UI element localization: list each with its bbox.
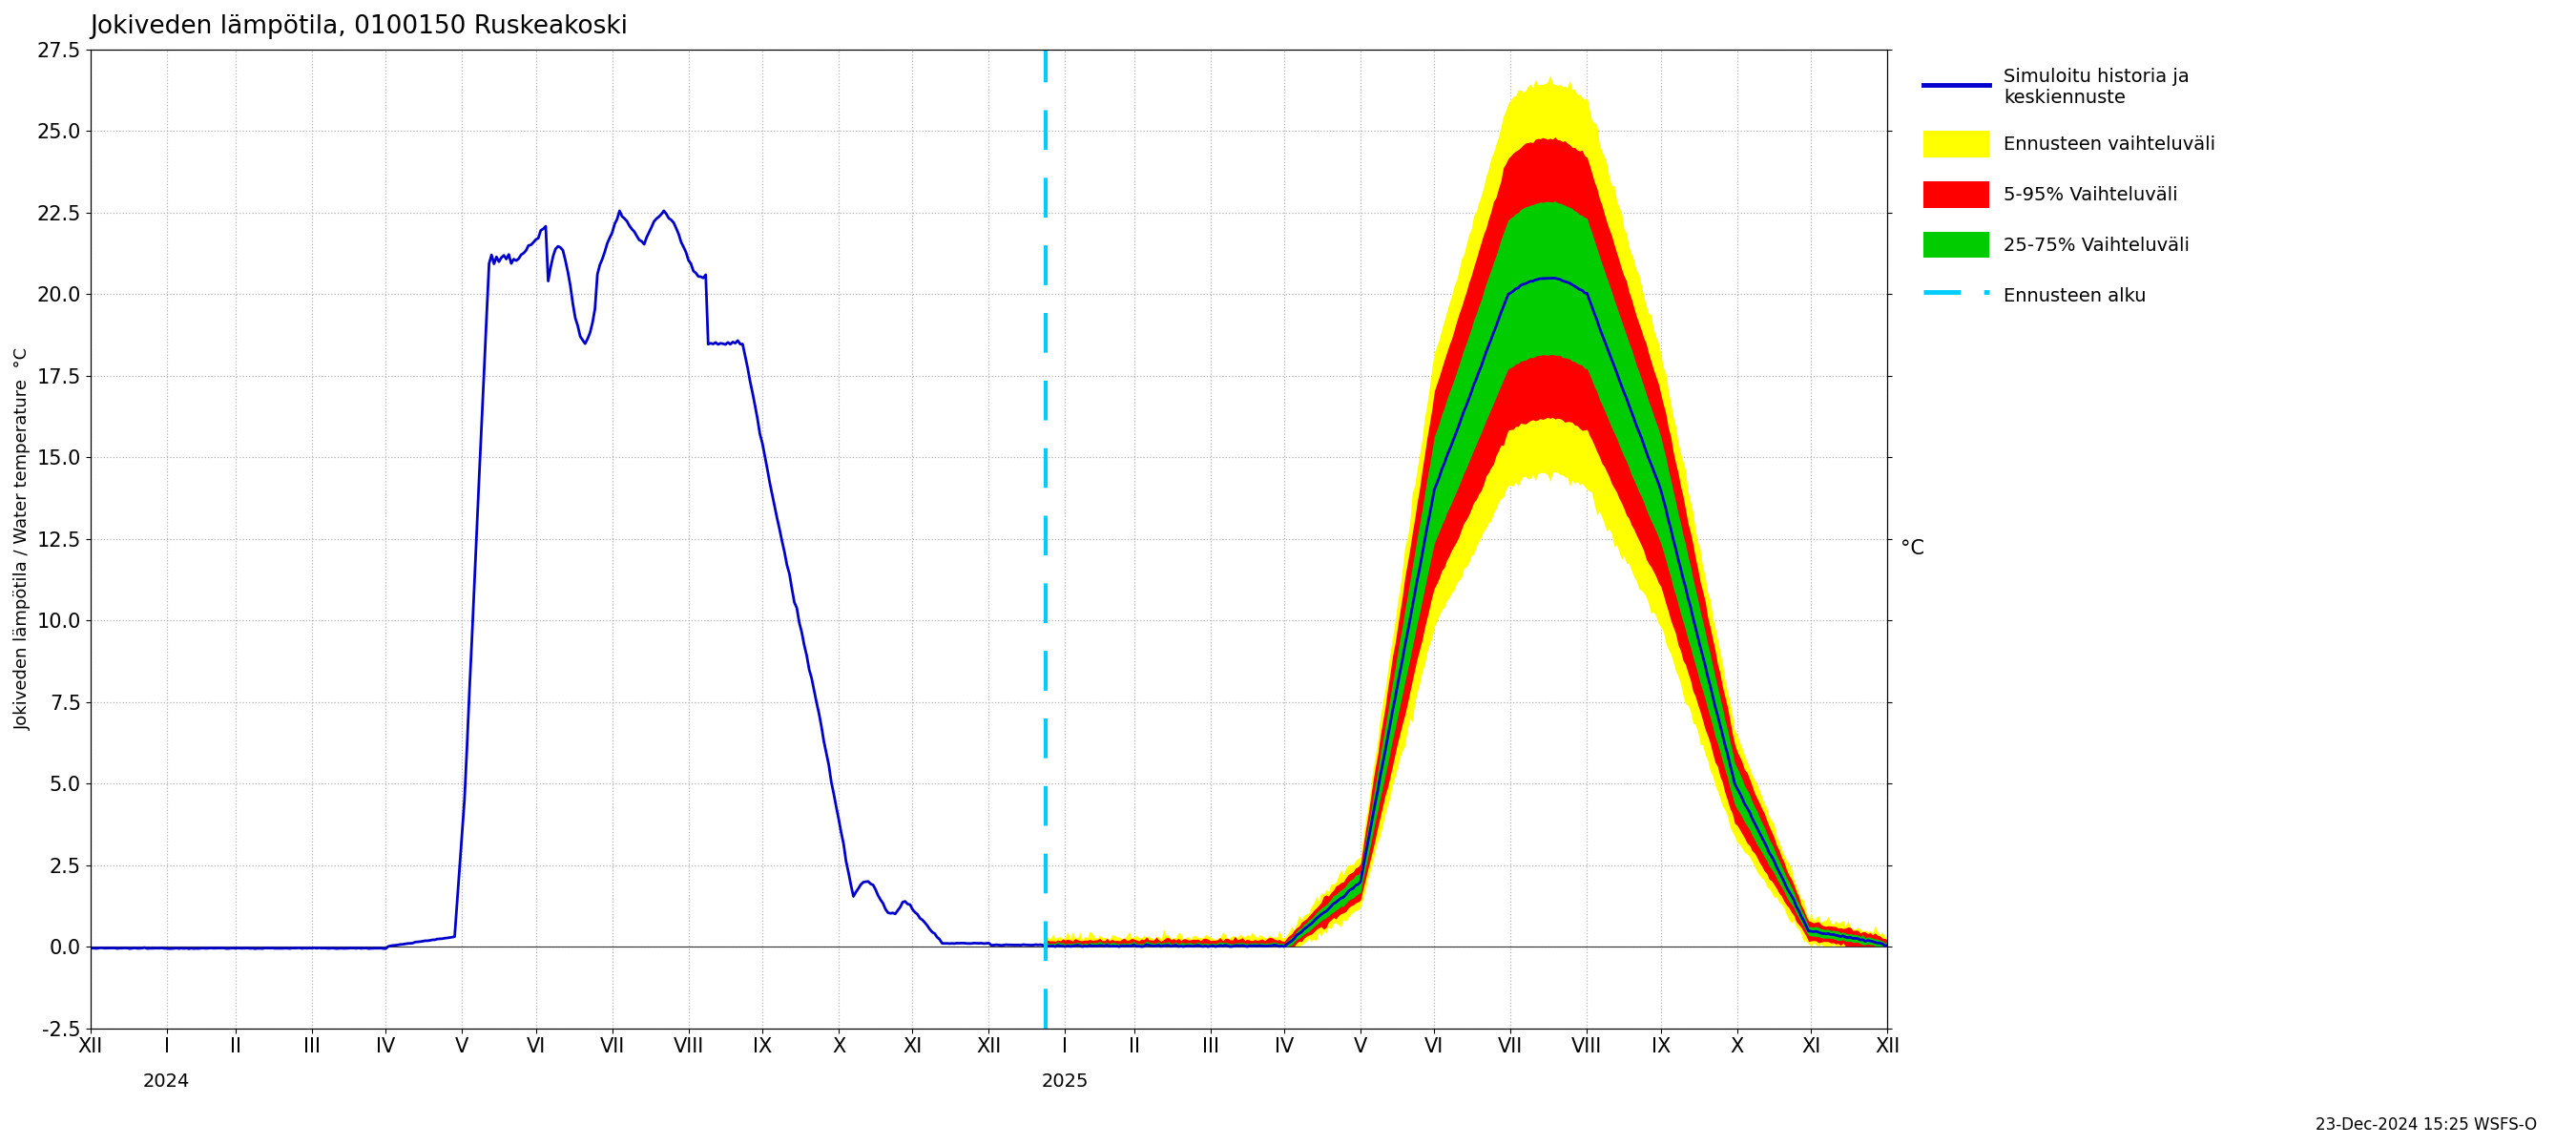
Y-axis label: Jokiveden lämpötila / Water temperature  °C: Jokiveden lämpötila / Water temperature … xyxy=(15,347,31,731)
Y-axis label: °C: °C xyxy=(1901,539,1924,558)
Text: 2024: 2024 xyxy=(144,1073,191,1091)
Text: Jokiveden lämpötila, 0100150 Ruskeakoski: Jokiveden lämpötila, 0100150 Ruskeakoski xyxy=(90,14,629,39)
Text: 2025: 2025 xyxy=(1041,1073,1090,1091)
Legend: Simuloitu historia ja
keskiennuste, Ennusteen vaihteluväli, 5-95% Vaihteluväli, : Simuloitu historia ja keskiennuste, Ennu… xyxy=(1914,58,2226,317)
Text: 23-Dec-2024 15:25 WSFS-O: 23-Dec-2024 15:25 WSFS-O xyxy=(2316,1116,2537,1134)
